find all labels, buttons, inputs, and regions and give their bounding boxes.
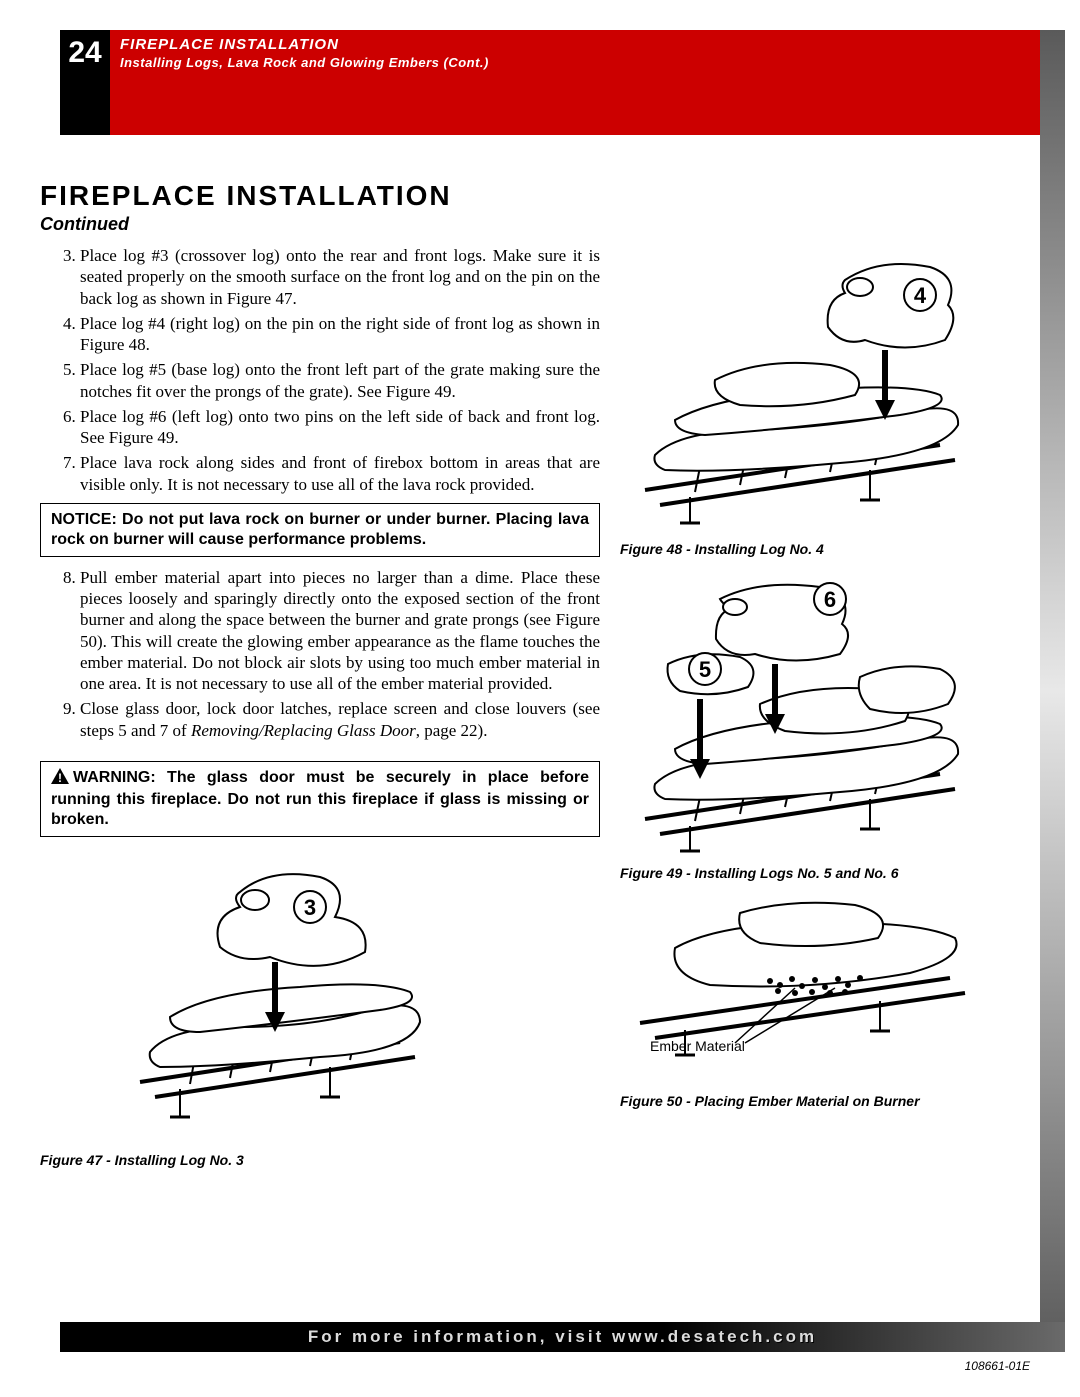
step-7: Place lava rock along sides and front of… <box>80 452 600 495</box>
side-gradient <box>1040 30 1065 1352</box>
header-bar: 24 FIREPLACE INSTALLATION Installing Log… <box>60 30 1040 135</box>
figure-48-caption: Figure 48 - Installing Log No. 4 <box>620 541 1040 557</box>
left-column: Place log #3 (crossover log) onto the re… <box>40 245 600 1169</box>
footer-bar: For more information, visit www.desatech… <box>60 1322 1065 1352</box>
step-3: Place log #3 (crossover log) onto the re… <box>80 245 600 309</box>
step-9-ref: Removing/Replacing Glass Door <box>191 721 416 740</box>
step-5: Place log #5 (base log) onto the front l… <box>80 359 600 402</box>
step-8: Pull ember material apart into pieces no… <box>80 567 600 695</box>
page: 24 FIREPLACE INSTALLATION Installing Log… <box>0 0 1080 1397</box>
step-9: Close glass door, lock door latches, rep… <box>80 698 600 741</box>
warning-icon: ! <box>51 768 69 790</box>
section-title: FIREPLACE INSTALLATION <box>40 180 1040 212</box>
steps-list-a: Place log #3 (crossover log) onto the re… <box>40 245 600 495</box>
warning-box: ! WARNING: The glass door must be secure… <box>40 761 600 837</box>
figure-50-caption: Figure 50 - Placing Ember Material on Bu… <box>620 1093 1040 1109</box>
document-id: 108661-01E <box>965 1359 1030 1373</box>
figure-50: Ember Material <box>620 893 1040 1073</box>
warning-text: WARNING: The glass door must be securely… <box>51 769 589 828</box>
figure-47-svg: 3 <box>120 852 450 1132</box>
page-number: 24 <box>60 30 110 135</box>
svg-text:3: 3 <box>304 895 316 920</box>
figure-48: 4 <box>620 245 1040 535</box>
svg-text:6: 6 <box>824 587 836 612</box>
svg-text:4: 4 <box>914 283 927 308</box>
figure-47-caption: Figure 47 - Installing Log No. 3 <box>40 1152 600 1170</box>
header-text: FIREPLACE INSTALLATION Installing Logs, … <box>110 30 499 135</box>
header-subtitle: Installing Logs, Lava Rock and Glowing E… <box>120 55 489 70</box>
figure-49-svg: 6 5 <box>620 569 990 859</box>
step-9-tail: , page 22). <box>416 721 488 740</box>
figure-48-svg: 4 <box>620 245 990 535</box>
ember-material-label: Ember Material <box>650 1038 745 1054</box>
svg-text:5: 5 <box>699 657 711 682</box>
figure-49-caption: Figure 49 - Installing Logs No. 5 and No… <box>620 865 1040 881</box>
steps-list-b: Pull ember material apart into pieces no… <box>40 567 600 741</box>
notice-box: NOTICE: Do not put lava rock on burner o… <box>40 503 600 557</box>
header-title: FIREPLACE INSTALLATION <box>120 36 489 53</box>
svg-text:!: ! <box>58 771 62 784</box>
content-columns: Place log #3 (crossover log) onto the re… <box>40 245 1040 1169</box>
continued-label: Continued <box>40 214 1040 235</box>
figure-47: 3 <box>120 852 600 1132</box>
figure-49: 6 5 <box>620 569 1040 859</box>
right-column: 4 Figure 48 - Installing Log No. 4 <box>620 245 1040 1169</box>
step-4: Place log #4 (right log) on the pin on t… <box>80 313 600 356</box>
step-6: Place log #6 (left log) onto two pins on… <box>80 406 600 449</box>
